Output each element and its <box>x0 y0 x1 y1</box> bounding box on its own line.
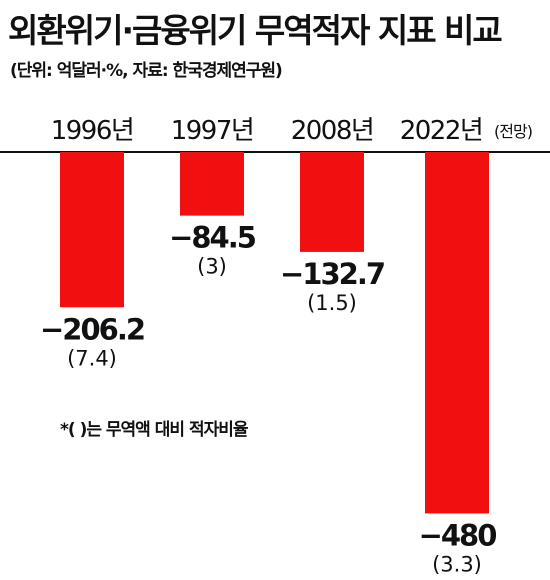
chart-subtitle: (단위: 억달러·%, 자료: 한국경제연구원) <box>10 61 283 81</box>
ratio-label-3: (3.3) <box>432 552 482 576</box>
category-label-0: 1996년 <box>51 116 134 146</box>
ratio-label-1: (3) <box>197 255 227 279</box>
value-label-1: −84.5 <box>169 221 256 255</box>
bar-2 <box>300 152 364 252</box>
value-label-2: −132.7 <box>280 257 384 291</box>
value-label-0: −206.2 <box>40 312 144 346</box>
category-label-3: 2022년 <box>400 116 483 146</box>
value-label-3: −480 <box>419 518 497 552</box>
ratio-label-0: (7.4) <box>67 346 117 370</box>
category-label-1: 1997년 <box>171 116 254 146</box>
ratio-label-2: (1.5) <box>307 291 357 315</box>
bar-0 <box>60 152 124 308</box>
bar-3 <box>425 152 489 514</box>
chart-title: 외환위기·금융위기 무역적자 지표 비교 <box>8 11 503 50</box>
category-label-2: 2008년 <box>291 116 374 146</box>
category-suffix-3: (전망) <box>494 122 532 141</box>
ratio-footnote: *( )는 무역액 대비 적자비율 <box>60 420 249 440</box>
bar-1 <box>180 152 244 216</box>
